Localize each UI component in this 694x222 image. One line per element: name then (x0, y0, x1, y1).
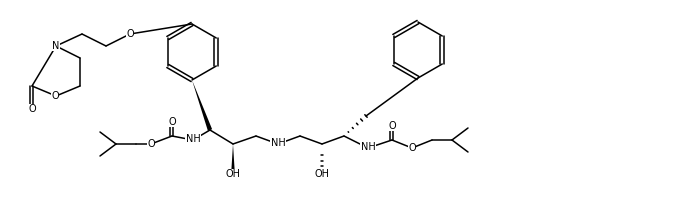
Polygon shape (192, 80, 212, 131)
Polygon shape (231, 144, 235, 172)
Text: NH: NH (361, 142, 375, 152)
Text: O: O (147, 139, 155, 149)
Text: O: O (126, 29, 134, 39)
Text: O: O (408, 143, 416, 153)
Text: NH: NH (271, 138, 285, 148)
Text: OH: OH (314, 169, 330, 179)
Text: O: O (28, 104, 36, 114)
Text: O: O (388, 121, 396, 131)
Text: OH: OH (226, 169, 241, 179)
Text: NH: NH (185, 134, 201, 144)
Text: O: O (51, 91, 59, 101)
Text: N: N (52, 41, 60, 51)
Text: O: O (168, 117, 176, 127)
